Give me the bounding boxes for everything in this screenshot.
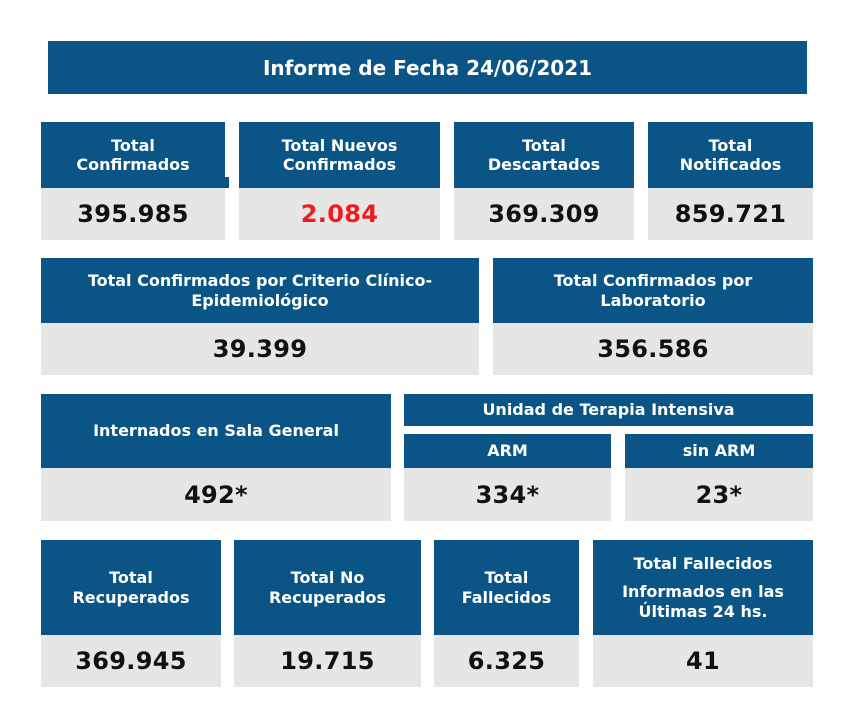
card-total-fallecidos: Total Fallecidos 6.325 (434, 540, 579, 687)
card-value: 6.325 (434, 635, 579, 687)
card-label-line3: Últimas 24 hs. (638, 601, 768, 621)
card-header: Total Fallecidos (434, 540, 579, 635)
card-value: 39.399 (41, 323, 479, 375)
uti-header-bar: Unidad de Terapia Intensiva (404, 394, 813, 426)
card-header: Total Confirmados por Laboratorio (493, 258, 813, 323)
uti-label: Unidad de Terapia Intensiva (482, 400, 735, 420)
report-title: Informe de Fecha 24/06/2021 (48, 41, 807, 94)
card-value: 19.715 (234, 635, 421, 687)
card-label-line2: Fallecidos (461, 587, 552, 607)
card-value: 41 (593, 635, 813, 687)
card-value: 334* (404, 468, 611, 521)
card-value: 369.309 (454, 188, 634, 240)
card-internados-sala-general: Internados en Sala General 492* (41, 394, 391, 521)
card-label-line2: Confirmados (282, 155, 397, 174)
card-header: ARM (404, 434, 611, 468)
card-header: Total Confirmados (41, 122, 229, 188)
card-total-notificados: Total Notificados 859.721 (648, 122, 813, 240)
card-label-line2: Recuperados (72, 587, 190, 607)
card-label-line1: Total Confirmados por Criterio Clínico- (87, 271, 433, 291)
card-total-recuperados: Total Recuperados 369.945 (41, 540, 221, 687)
card-label-line1: Total Fallecidos (633, 554, 773, 574)
card-uti-sin-arm: sin ARM 23* (625, 434, 813, 521)
card-value: 492* (41, 468, 391, 521)
card-label-line1: Total Nuevos (281, 135, 398, 155)
card-header: Total Descartados (454, 122, 634, 188)
card-total-confirmados: Total Confirmados 395.985 (41, 122, 229, 240)
card-total-descartados: Total Descartados 369.309 (454, 122, 634, 240)
card-fallecidos-ultimas-24hs: Total Fallecidos Informados en las Últim… (593, 540, 813, 687)
card-header: Total Confirmados por Criterio Clínico- … (41, 258, 479, 323)
card-total-no-recuperados: Total No Recuperados 19.715 (234, 540, 421, 687)
card-label-line1: Total No (290, 568, 365, 588)
card-label: Internados en Sala General (93, 421, 339, 441)
card-label-line1: Total (109, 568, 153, 588)
card-label-line2: Laboratorio (600, 290, 706, 310)
card-label-line1: Total (522, 135, 566, 155)
card-header: Total Notificados (648, 122, 813, 188)
card-value: 23* (625, 468, 813, 521)
card-label-line2: Recuperados (268, 587, 386, 607)
card-header: Internados en Sala General (41, 394, 391, 468)
card-label-line2: Confirmados (76, 155, 190, 174)
card-label-line1: Total (484, 568, 529, 588)
card-label-line2: Notificados (679, 155, 782, 174)
card-total-nuevos-confirmados: Total Nuevos Confirmados 2.084 (239, 122, 440, 240)
card-label: ARM (487, 441, 528, 461)
card-header: Total Nuevos Confirmados (239, 122, 440, 188)
card-value: 2.084 (239, 188, 440, 240)
card-header: Total Fallecidos Informados en las Últim… (593, 540, 813, 635)
uti-header: Unidad de Terapia Intensiva (404, 394, 813, 426)
card-label-line2: Descartados (487, 155, 601, 174)
card-value: 395.985 (41, 188, 225, 240)
card-value: 369.945 (41, 635, 221, 687)
card-label-line1: Total (708, 135, 753, 155)
card-uti-arm: ARM 334* (404, 434, 611, 521)
card-label: sin ARM (682, 441, 756, 461)
card-confirmados-criterio-clinico: Total Confirmados por Criterio Clínico- … (41, 258, 479, 375)
card-value: 356.586 (493, 323, 813, 375)
card-header: Total No Recuperados (234, 540, 421, 635)
card-header: Total Recuperados (41, 540, 221, 635)
card-confirmados-laboratorio: Total Confirmados por Laboratorio 356.58… (493, 258, 813, 375)
card-label-line2: Epidemiológico (191, 290, 329, 310)
card-header: sin ARM (625, 434, 813, 468)
card-label-line2: Informados en las (622, 582, 784, 602)
card-label-line1: Total (111, 135, 155, 155)
card-label-line1: Total Confirmados por (553, 271, 753, 291)
card-value: 859.721 (648, 188, 813, 240)
